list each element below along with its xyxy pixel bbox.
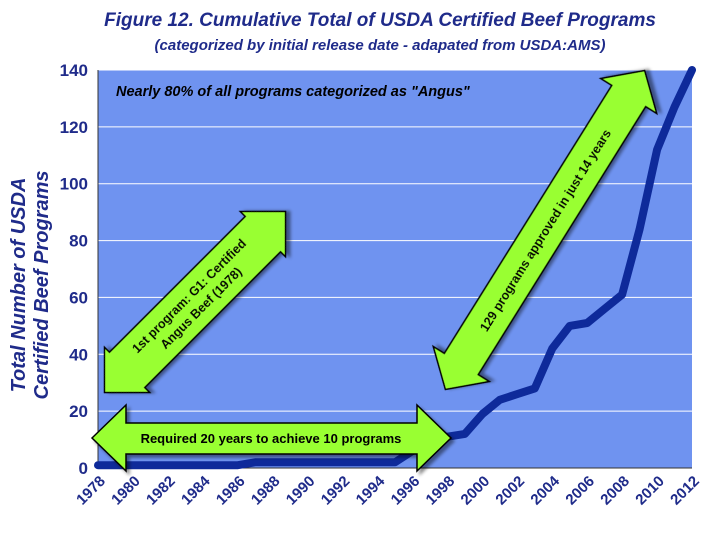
y-tick-label: 140 <box>60 61 88 80</box>
y-tick-label: 80 <box>69 232 88 251</box>
x-tick-label: 2002 <box>493 473 529 509</box>
data-point <box>584 320 591 327</box>
x-tick-label: 1992 <box>318 473 354 509</box>
x-tick-label: 1998 <box>423 473 459 509</box>
y-tick-label: 60 <box>69 288 88 307</box>
data-point <box>549 345 556 352</box>
x-tick-label: 2004 <box>527 472 563 508</box>
arrow-twenty-years: Required 20 years to achieve 10 programs <box>90 403 453 473</box>
data-point <box>461 430 468 437</box>
x-tick-label: 2008 <box>597 473 633 509</box>
chart-title: Figure 12. Cumulative Total of USDA Cert… <box>104 10 656 31</box>
data-point <box>671 103 678 110</box>
x-tick-labels: 1978 1980 1982 1984 1986 1988 1990 1992 1994 1996… <box>73 472 703 508</box>
data-point <box>95 462 101 469</box>
data-point <box>636 226 643 233</box>
data-point <box>392 459 398 466</box>
y-tick-label: 40 <box>69 345 88 364</box>
x-tick-label: 1978 <box>73 473 109 509</box>
data-point <box>654 146 661 153</box>
data-point <box>689 67 695 73</box>
data-point <box>531 385 538 392</box>
data-point <box>514 391 521 398</box>
data-point <box>619 291 626 298</box>
chart-subtitle: (categorized by initial release date - a… <box>154 37 606 54</box>
data-point <box>234 462 241 469</box>
y-tick-label: 120 <box>60 118 88 137</box>
x-tick-label: 1996 <box>388 473 424 509</box>
arrow-first-program-shape <box>103 210 287 394</box>
x-tick-label: 1980 <box>108 473 144 509</box>
data-point <box>252 459 259 466</box>
x-tick-label: 1982 <box>143 473 179 509</box>
x-tick-label: 2000 <box>458 473 494 509</box>
data-point <box>566 322 573 329</box>
x-tick-label: 2006 <box>562 473 598 509</box>
y-tick-label: 20 <box>69 402 88 421</box>
x-tick-label: 1988 <box>248 473 284 509</box>
y-tick-label: 100 <box>60 175 88 194</box>
data-point <box>496 396 503 403</box>
arrow-recent-programs-shape <box>432 69 658 391</box>
x-tick-label: 1986 <box>213 473 249 509</box>
arrow-twenty-years-shape <box>90 403 453 473</box>
x-tick-label: 1994 <box>353 472 389 508</box>
x-tick-label: 1990 <box>283 473 319 509</box>
y-tick-labels: 0 20 40 60 80 100 120 140 <box>60 61 88 478</box>
arrow-twenty-years-text: Required 20 years to achieve 10 programs <box>141 431 402 446</box>
x-tick-label: 2010 <box>632 473 668 509</box>
y-tick-label: 0 <box>79 459 88 478</box>
annotation-angus-note: Nearly 80% of all programs categorized a… <box>116 84 471 100</box>
data-point <box>479 410 486 417</box>
x-tick-label: 2012 <box>667 473 703 509</box>
x-tick-label: 1984 <box>178 472 214 508</box>
data-point <box>601 305 608 312</box>
